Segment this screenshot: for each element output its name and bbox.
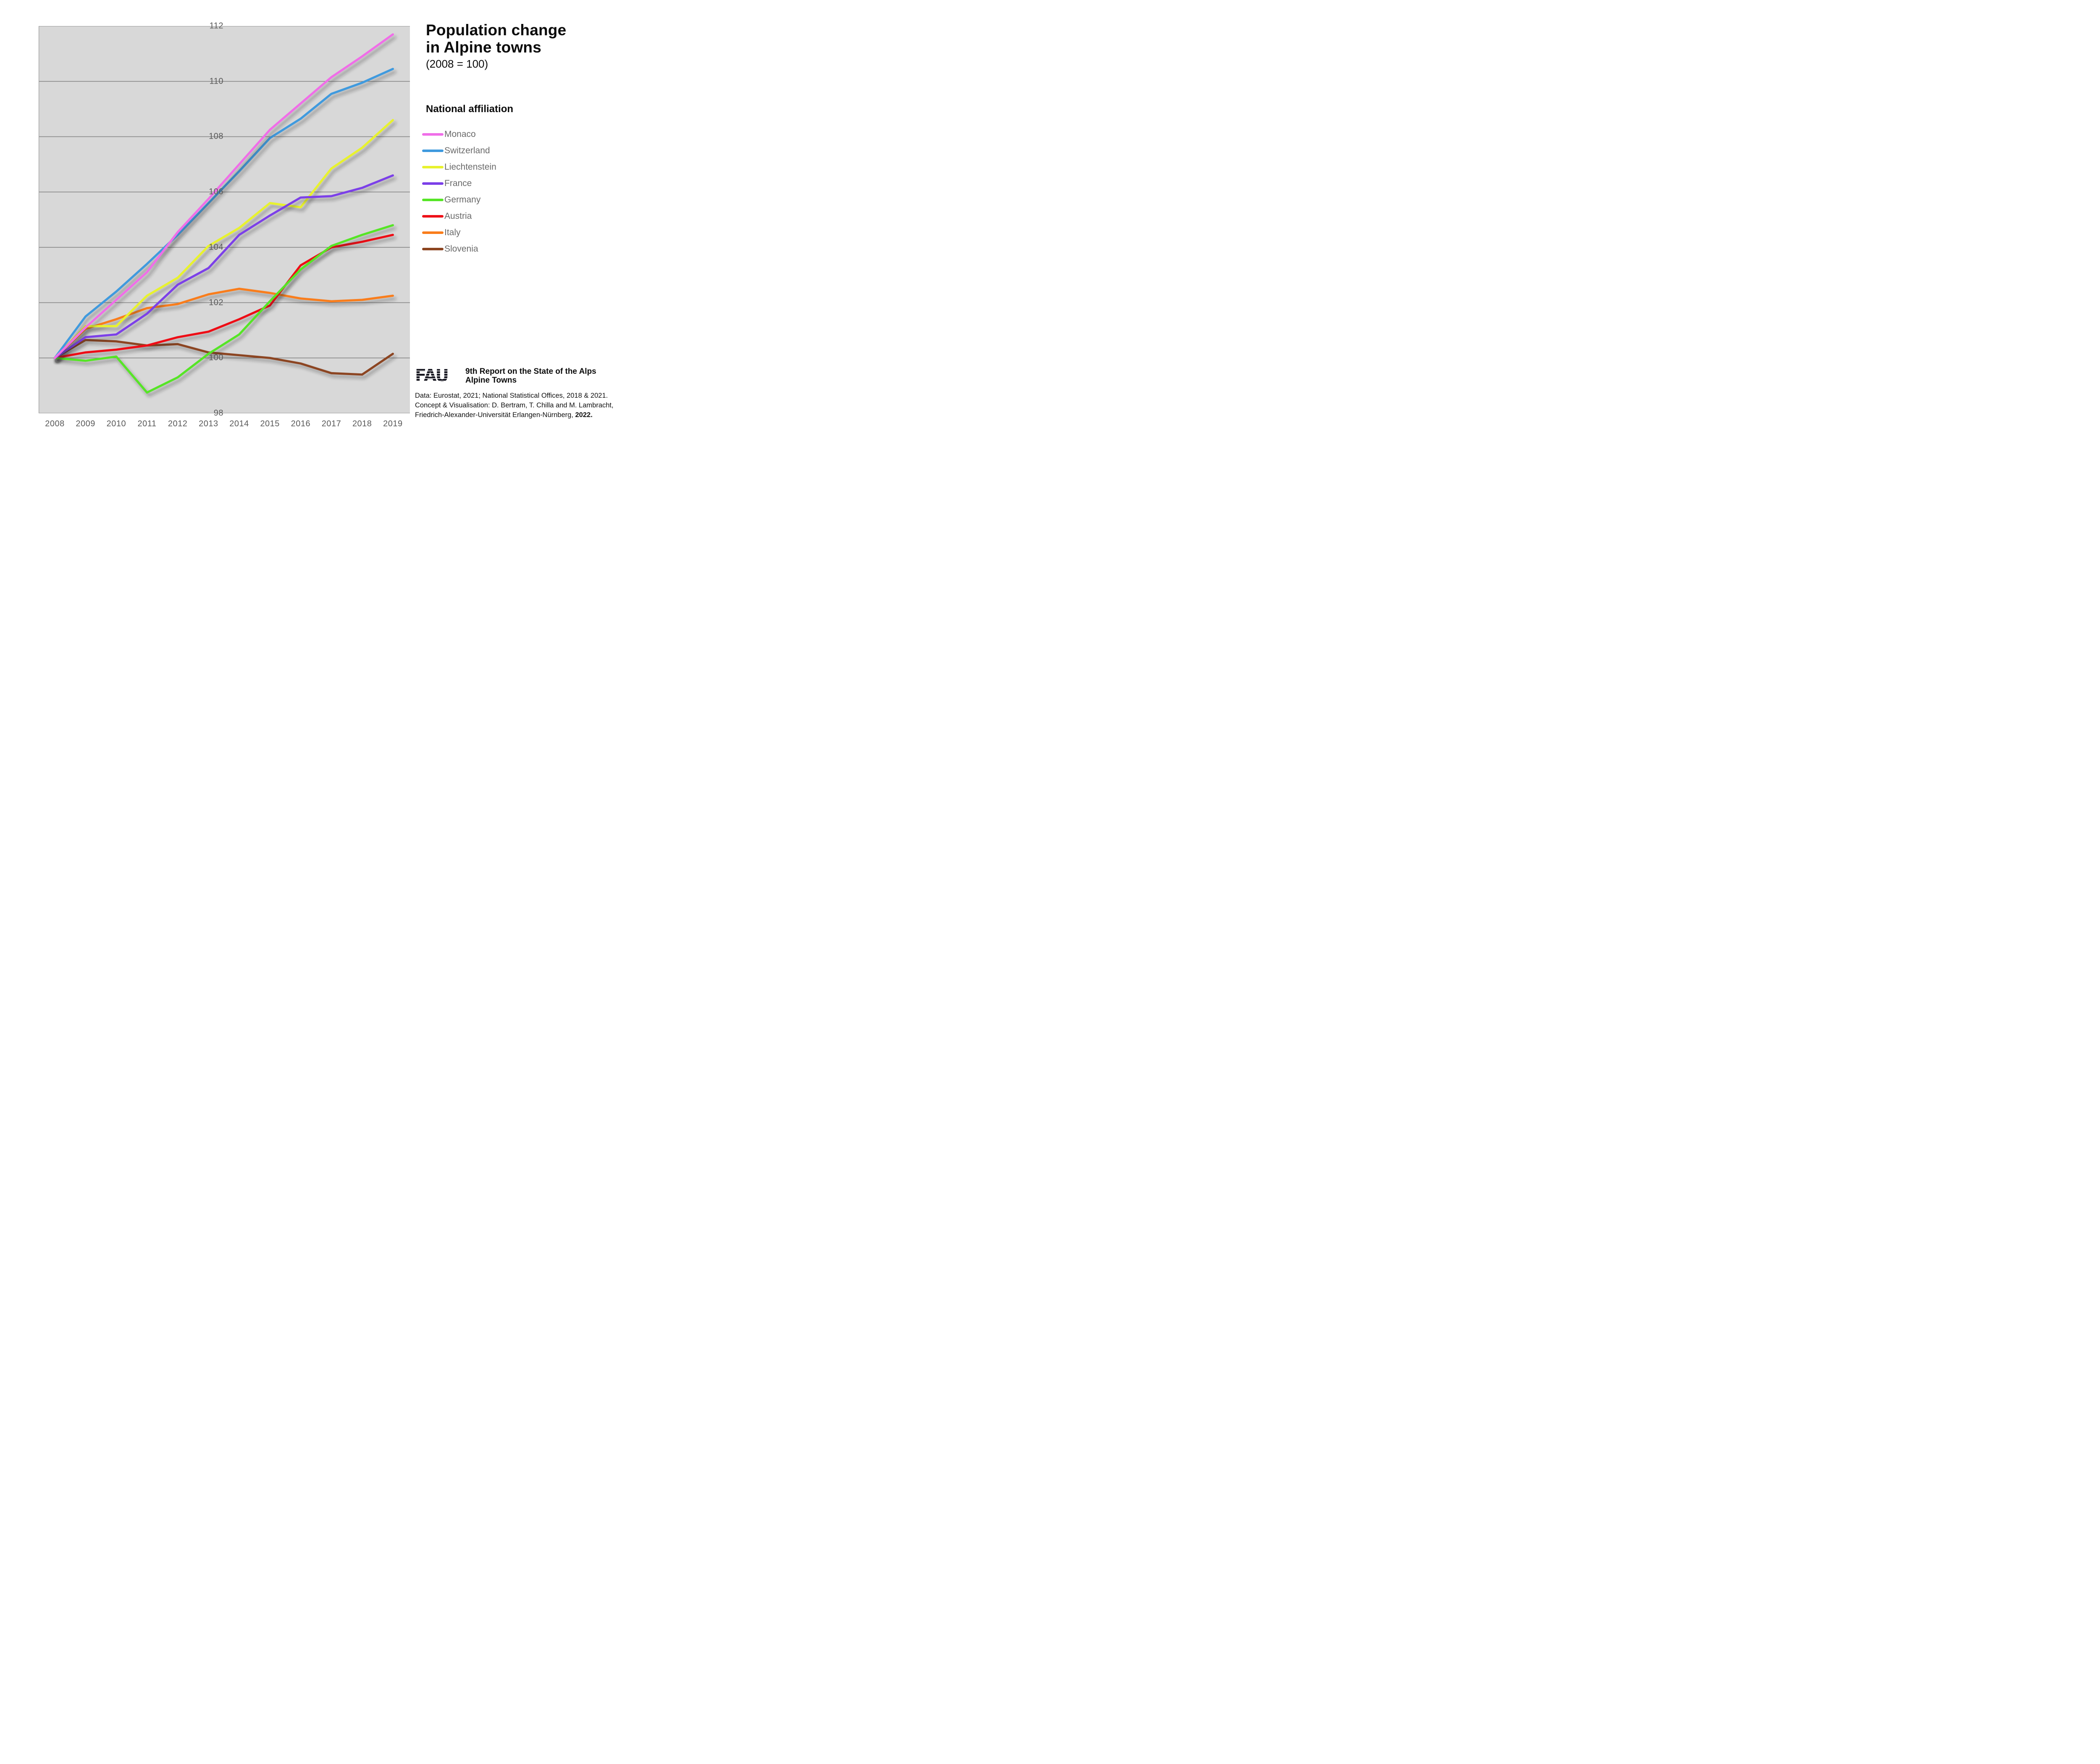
series-line-slovenia — [53, 339, 394, 376]
legend-swatch-italy — [422, 231, 444, 234]
legend-swatch-france — [422, 182, 444, 185]
x-tick-label-2009: 2009 — [76, 419, 95, 428]
report-title: 9th Report on the State of the Alps Alpi… — [465, 367, 596, 385]
series-line-italy — [53, 287, 394, 359]
series-line-austria — [53, 234, 394, 359]
x-tick-label-2016: 2016 — [291, 419, 311, 428]
legend-item-slovenia: Slovenia — [422, 241, 496, 257]
chart-title-subtitle: (2008 = 100) — [426, 58, 488, 71]
series-line-liechtenstein — [53, 119, 394, 359]
y-tick-label-110: 110 — [209, 76, 223, 86]
y-tick-label-104: 104 — [209, 242, 223, 252]
x-tick-label-2017: 2017 — [321, 419, 341, 428]
legend-label-liechtenstein: Liechtenstein — [444, 162, 496, 172]
x-tick-label-2018: 2018 — [352, 419, 372, 428]
legend-label-italy: Italy — [444, 227, 461, 237]
svg-text:FAU: FAU — [415, 366, 448, 384]
legend-item-austria: Austria — [422, 208, 496, 224]
credits-line3: Friedrich-Alexander-Universität Erlangen… — [415, 411, 593, 419]
credits-line2: Concept & Visualisation: D. Bertram, T. … — [415, 401, 614, 409]
legend-swatch-monaco — [422, 133, 444, 136]
credits-year: 2022. — [575, 411, 593, 419]
legend-header: National affiliation — [426, 103, 514, 115]
y-tick-label-102: 102 — [209, 298, 223, 307]
legend-swatch-austria — [422, 215, 444, 218]
legend: Monaco Switzerland Liechtenstein France Germ… — [422, 126, 496, 257]
footer-report-row: FAU 9th Report on the State of the Alps … — [415, 366, 642, 385]
y-tick-label-108: 108 — [209, 131, 223, 141]
legend-label-austria: Austria — [444, 211, 472, 221]
report-title-line2: Alpine Towns — [465, 376, 517, 385]
legend-label-france: France — [444, 178, 472, 188]
footer: FAU 9th Report on the State of the Alps … — [415, 366, 642, 420]
x-tick-label-2011: 2011 — [137, 419, 157, 428]
legend-swatch-liechtenstein — [422, 165, 444, 168]
y-tick-label-106: 106 — [209, 187, 223, 197]
y-tick-label-98: 98 — [213, 408, 223, 418]
legend-swatch-slovenia — [422, 247, 444, 250]
x-tick-label-2015: 2015 — [260, 419, 280, 428]
legend-item-italy: Italy — [422, 224, 496, 241]
line-chart — [39, 26, 410, 413]
legend-label-germany: Germany — [444, 194, 481, 205]
legend-swatch-germany — [422, 198, 444, 201]
legend-label-monaco: Monaco — [444, 129, 476, 139]
x-tick-label-2013: 2013 — [199, 419, 218, 428]
series-line-monaco — [53, 33, 394, 359]
legend-item-liechtenstein: Liechtenstein — [422, 159, 496, 175]
legend-item-switzerland: Switzerland — [422, 142, 496, 159]
legend-label-switzerland: Switzerland — [444, 145, 490, 155]
y-tick-label-112: 112 — [209, 21, 223, 31]
plot-background — [39, 26, 410, 413]
legend-item-monaco: Monaco — [422, 126, 496, 142]
y-tick-label-100: 100 — [209, 353, 223, 362]
x-tick-label-2014: 2014 — [229, 419, 249, 428]
legend-label-slovenia: Slovenia — [444, 244, 478, 254]
x-tick-label-2008: 2008 — [45, 419, 65, 428]
fau-logo: FAU — [415, 366, 449, 384]
x-tick-label-2012: 2012 — [168, 419, 188, 428]
credits-line1: Data: Eurostat, 2021; National Statistic… — [415, 391, 608, 399]
legend-swatch-switzerland — [422, 149, 444, 152]
series-line-france — [53, 174, 394, 359]
infographic-canvas: 98 100 102 104 106 108 110 112 2008 2009 2010 2011… — [0, 0, 646, 441]
series-line-switzerland — [53, 68, 394, 359]
x-tick-label-2010: 2010 — [106, 419, 126, 428]
series-line-germany — [53, 224, 394, 394]
credits: Data: Eurostat, 2021; National Statistic… — [415, 391, 642, 420]
chart-title-line1: Population change — [426, 21, 567, 39]
report-title-line1: 9th Report on the State of the Alps — [465, 367, 596, 376]
legend-item-france: France — [422, 175, 496, 192]
chart-title-line2: in Alpine towns — [426, 38, 542, 56]
chart-title-block: Population change in Alpine towns (2008 … — [426, 21, 567, 71]
x-tick-label-2019: 2019 — [383, 419, 403, 428]
chart-plot-area — [39, 26, 410, 413]
legend-item-germany: Germany — [422, 192, 496, 208]
